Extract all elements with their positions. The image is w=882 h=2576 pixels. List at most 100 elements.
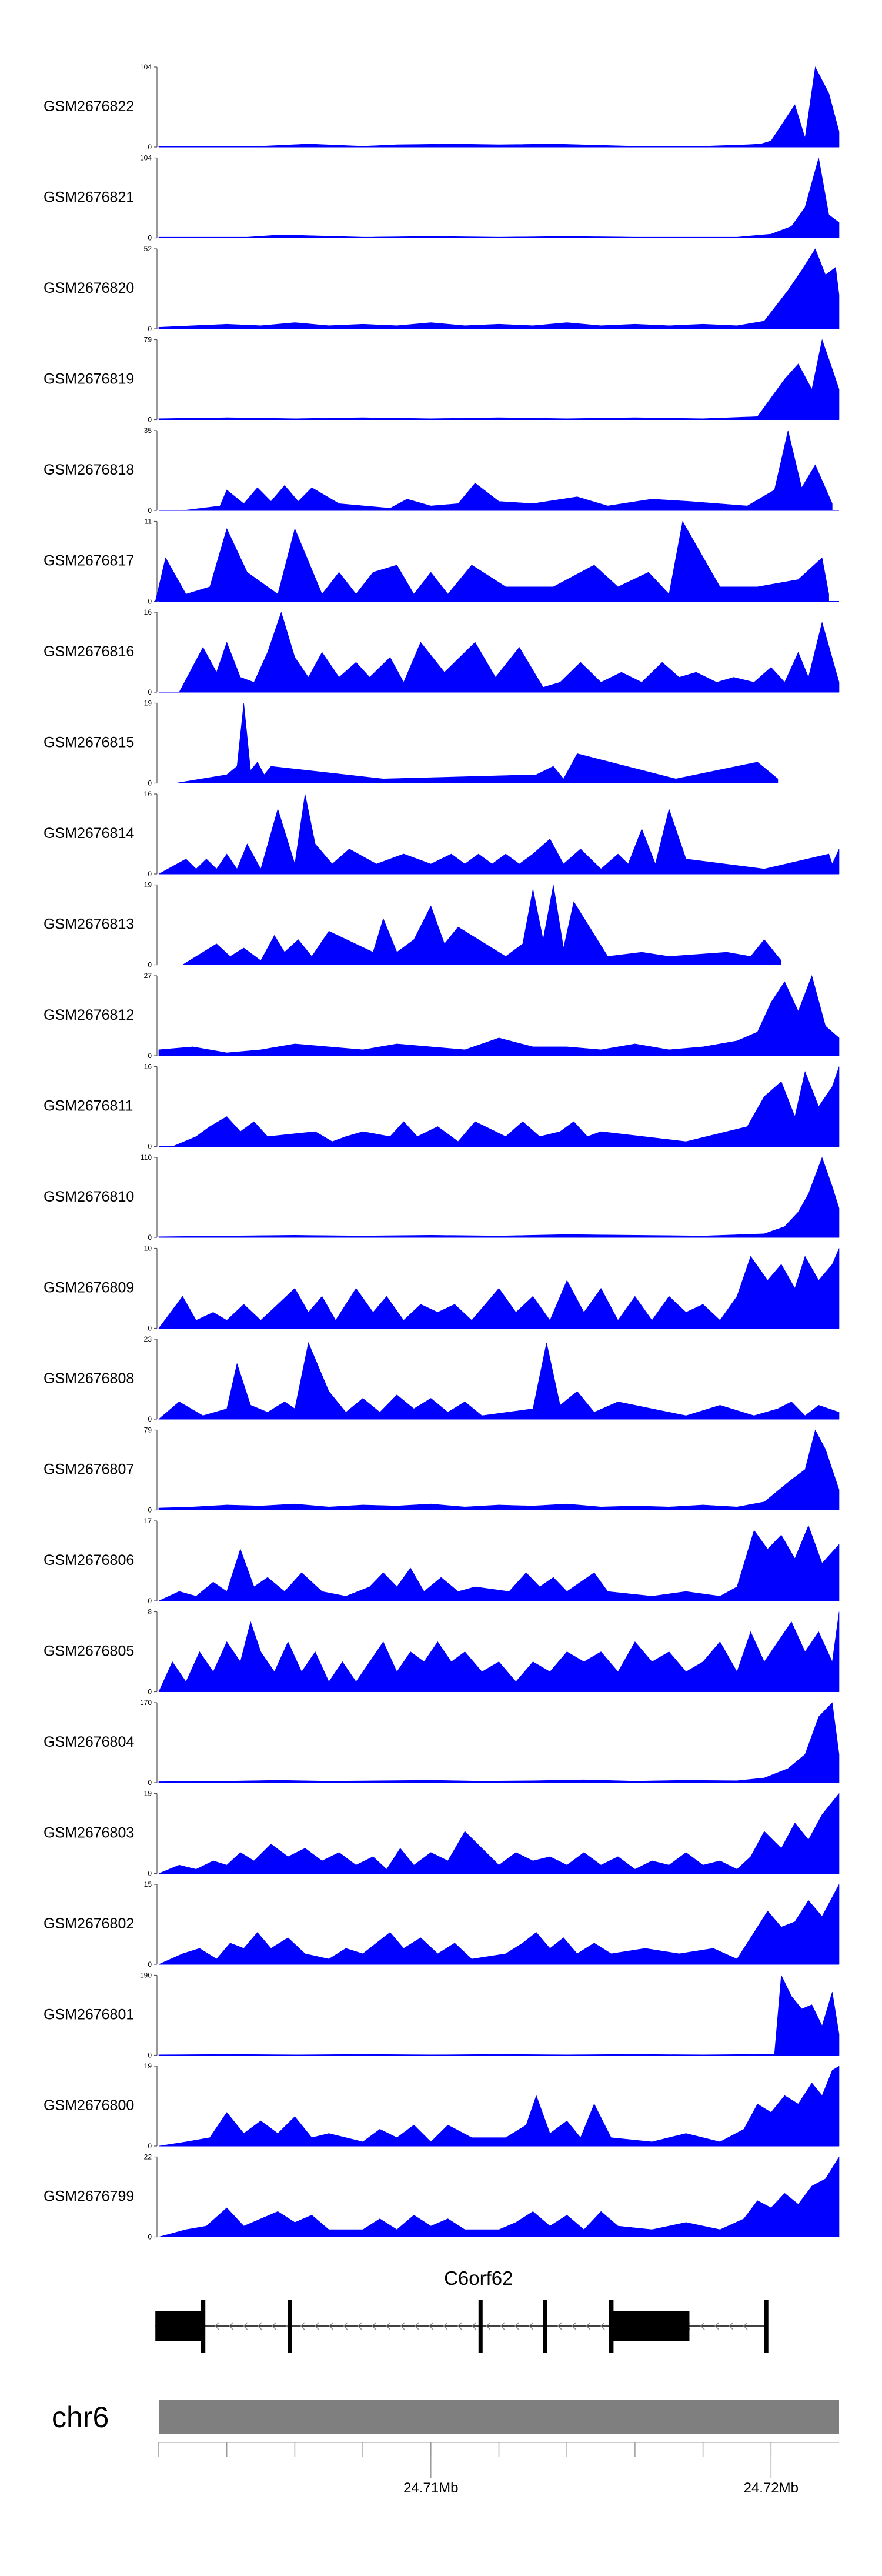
- y-tick-label-max: 16: [144, 608, 152, 616]
- y-tick-label-max: 17: [144, 1517, 152, 1525]
- y-tick-label-min: 0: [148, 870, 152, 878]
- coverage-area: [158, 2156, 840, 2237]
- track-label: GSM2676808: [44, 1370, 134, 1387]
- exon-block: [611, 2311, 690, 2341]
- strand-arrow: [243, 2322, 248, 2330]
- track-GSM2676818: GSM2676818 35 0: [44, 426, 839, 515]
- track-GSM2676802: GSM2676802 15 0: [44, 1880, 840, 1968]
- strand-arrow: [315, 2322, 319, 2330]
- track-label: GSM2676811: [44, 1098, 133, 1115]
- y-tick-label-min: 0: [148, 1506, 152, 1514]
- chromosome-label: chr6: [52, 2401, 109, 2434]
- y-tick-label-max: 19: [144, 1790, 152, 1798]
- y-tick-label-min: 0: [148, 598, 152, 606]
- strand-arrow: [429, 2322, 434, 2330]
- track-label: GSM2676812: [44, 1007, 134, 1023]
- strand-arrow: [272, 2322, 276, 2330]
- y-tick-label-min: 0: [148, 506, 152, 515]
- strand-arrow: [472, 2322, 476, 2330]
- track-GSM2676821: GSM2676821 104 0: [44, 154, 840, 242]
- y-tick-label-max: 23: [144, 1335, 152, 1343]
- coverage-area: [175, 703, 779, 783]
- track-label: GSM2676821: [44, 189, 134, 206]
- y-tick-label-max: 16: [144, 790, 152, 798]
- y-tick-label-max: 110: [141, 1153, 152, 1162]
- track-label: GSM2676800: [44, 2097, 134, 2114]
- track-GSM2676801: GSM2676801 190 0: [44, 1971, 840, 2060]
- strand-arrow: [514, 2322, 519, 2330]
- coverage-area: [158, 248, 840, 329]
- y-tick-label-max: 27: [144, 972, 152, 980]
- y-tick-label-min: 0: [148, 1597, 152, 1605]
- strand-arrow: [300, 2322, 305, 2330]
- coverage-area: [179, 612, 840, 693]
- strand-arrow: [572, 2322, 576, 2330]
- y-tick-label-min: 0: [148, 325, 152, 333]
- track-label: GSM2676814: [44, 825, 134, 842]
- y-tick-label-min: 0: [148, 688, 152, 696]
- strand-arrow: [257, 2322, 262, 2330]
- track-label: GSM2676804: [44, 1734, 134, 1750]
- track-label: GSM2676802: [44, 1916, 134, 1932]
- y-tick-label-max: 190: [140, 1971, 152, 1980]
- exon-bar: [609, 2300, 614, 2353]
- strand-arrow: [229, 2322, 233, 2330]
- track-label: GSM2676816: [44, 643, 134, 660]
- y-tick-label-max: 8: [148, 1608, 152, 1616]
- coverage-area: [158, 1974, 840, 2056]
- track-GSM2676804: GSM2676804 170 0: [44, 1699, 840, 1787]
- y-tick-label-max: 104: [140, 154, 152, 162]
- strand-arrow: [500, 2322, 505, 2330]
- y-tick-label-min: 0: [148, 234, 152, 242]
- y-tick-label-max: 19: [144, 2062, 152, 2070]
- coverage-area: [182, 885, 781, 965]
- strand-arrow: [457, 2322, 462, 2330]
- track-label: GSM2676801: [44, 2007, 134, 2023]
- strand-arrow: [700, 2322, 705, 2330]
- y-tick-label-min: 0: [148, 1688, 152, 1696]
- y-tick-label-max: 52: [144, 245, 152, 253]
- coverage-area: [158, 1702, 840, 1783]
- strand-arrow: [400, 2322, 405, 2330]
- track-label: GSM2676807: [44, 1461, 134, 1478]
- track-label: GSM2676810: [44, 1189, 134, 1205]
- y-tick-label-min: 0: [148, 2142, 152, 2150]
- track-GSM2676819: GSM2676819 79 0: [44, 336, 840, 424]
- coverage-area: [158, 1342, 840, 1420]
- coverage-area: [158, 1248, 840, 1329]
- y-tick-label-min: 0: [148, 143, 152, 151]
- track-label: GSM2676809: [44, 1280, 134, 1296]
- strand-arrow: [415, 2322, 419, 2330]
- track-label: GSM2676805: [44, 1643, 134, 1660]
- track-GSM2676817: GSM2676817 11 0: [44, 518, 839, 606]
- track-GSM2676820: GSM2676820 52 0: [44, 245, 840, 333]
- coverage-area: [158, 339, 840, 420]
- chromosome-axis: chr6 24.71Mb 24.72Mb: [52, 2400, 839, 2496]
- strand-arrow: [486, 2322, 491, 2330]
- coverage-area: [155, 520, 829, 602]
- exon-bar: [201, 2300, 206, 2353]
- strand-arrow: [214, 2322, 219, 2330]
- y-tick-label-min: 0: [148, 1960, 152, 1968]
- y-tick-label-min: 0: [148, 1052, 152, 1060]
- coverage-area: [158, 1525, 840, 1601]
- track-GSM2676822: GSM2676822 104 0: [44, 63, 840, 151]
- coverage-tracks: GSM2676822 104 0 GSM2676821 104 0 GSM2676820 52…: [44, 63, 840, 2241]
- track-GSM2676803: GSM2676803 19 0: [44, 1790, 840, 1878]
- strand-arrow: [357, 2322, 362, 2330]
- axis-tick-label: 24.71Mb: [403, 2480, 458, 2496]
- strand-arrow: [443, 2322, 448, 2330]
- chromosome-bar: [159, 2400, 839, 2434]
- y-tick-label-max: 170: [140, 1699, 152, 1707]
- coverage-area: [182, 430, 833, 511]
- track-GSM2676815: GSM2676815 19 0: [44, 699, 839, 788]
- coverage-area: [158, 1157, 840, 1238]
- y-tick-label-min: 0: [148, 1143, 152, 1151]
- track-GSM2676816: GSM2676816 16 0: [44, 608, 840, 696]
- coverage-area: [158, 66, 840, 148]
- y-tick-label-min: 0: [148, 1324, 152, 1333]
- strand-arrow: [729, 2322, 734, 2330]
- y-tick-label-min: 0: [148, 416, 152, 424]
- y-tick-label-max: 10: [144, 1244, 152, 1253]
